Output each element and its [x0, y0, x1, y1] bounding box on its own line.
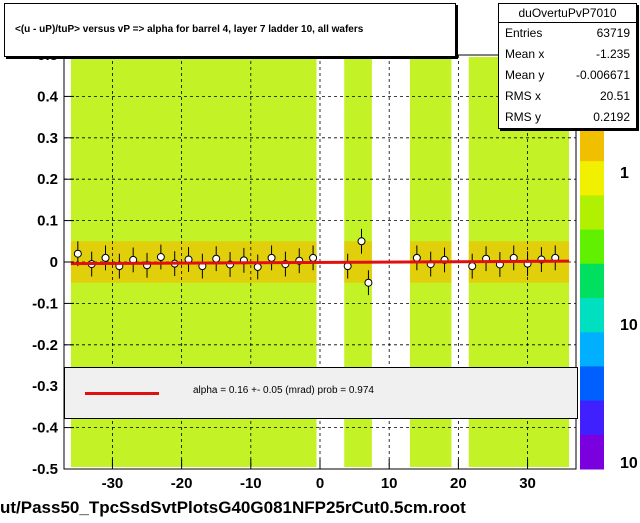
- x-tick-label: -10: [240, 475, 262, 492]
- color-bar-segment: [580, 298, 604, 333]
- y-tick-label: -0.1: [32, 295, 58, 312]
- x-tick-label: 10: [381, 475, 398, 492]
- y-tick-label: -0.2: [32, 337, 58, 354]
- profile-point: [357, 237, 366, 246]
- color-bar-segment: [580, 127, 604, 162]
- profile-point: [267, 253, 276, 262]
- color-bar-segment: [580, 195, 604, 231]
- profile-point: [364, 278, 373, 287]
- stats-row: Mean x -1.235: [505, 47, 630, 61]
- x-axis-ticks: -30 -20 -10 0 10 20 30: [102, 459, 536, 492]
- y-tick-label: -0.3: [32, 378, 58, 395]
- y-tick-label: 0.1: [37, 213, 58, 230]
- x-tick-label: 30: [519, 475, 536, 492]
- stats-name: duOvertuPvP7010: [499, 4, 636, 23]
- color-bar-segment: [580, 161, 604, 196]
- color-bar-label: 10: [620, 455, 638, 472]
- color-bar-segment: [580, 434, 604, 470]
- profile-point: [212, 254, 221, 263]
- color-bar-segment: [580, 229, 604, 265]
- color-bar-segment: [580, 263, 604, 299]
- fit-result-text: alpha = 0.16 +- 0.05 (mrad) prob = 0.974: [193, 385, 374, 396]
- y-axis-ticks: -0.5-0.4-0.3-0.2-0.100.10.20.30.40.5: [32, 47, 74, 478]
- y-tick-label: 0.3: [37, 130, 58, 147]
- y-tick-label: 0.4: [37, 88, 59, 105]
- color-bar-label: 1: [620, 165, 629, 182]
- stats-row: RMS x 20.51: [505, 89, 630, 103]
- profile-point: [309, 253, 318, 262]
- fit-line: [70, 259, 570, 266]
- profile-point: [73, 249, 82, 258]
- stats-row: RMS y 0.2192: [505, 110, 630, 124]
- profile-point: [156, 253, 165, 262]
- y-tick-label: 0.2: [37, 171, 58, 188]
- x-tick-label: 20: [450, 475, 467, 492]
- color-scale-bar: 1 10 10: [580, 127, 638, 472]
- stats-row: Entries 63719: [505, 26, 630, 40]
- y-tick-label: -0.5: [32, 461, 58, 478]
- title-box: <(u - uP)/tuP> versus vP => alpha for ba…: [4, 3, 456, 57]
- stats-box: duOvertuPvP7010 Entries 63719 Mean x -1.23…: [498, 3, 637, 129]
- plot-title: <(u - uP)/tuP> versus vP => alpha for ba…: [15, 24, 364, 35]
- file-name: ut/Pass50_TpcSsdSvtPlotsG40G081NFP25rCut…: [0, 498, 466, 517]
- y-tick-label: 0: [50, 254, 58, 271]
- x-tick-label: -30: [102, 475, 124, 492]
- fit-legend-line: [85, 392, 159, 395]
- color-bar-label: 10: [620, 317, 638, 334]
- color-bar-segment: [580, 400, 604, 436]
- profile-point: [412, 253, 421, 262]
- x-tick-label: -20: [171, 475, 193, 492]
- profile-point: [101, 253, 110, 262]
- x-tick-label: 0: [316, 475, 324, 492]
- color-bar-segment: [580, 332, 604, 367]
- fit-legend: alpha = 0.16 +- 0.05 (mrad) prob = 0.974: [64, 367, 578, 419]
- y-tick-label: -0.4: [32, 420, 59, 437]
- color-bar-segment: [580, 366, 604, 402]
- profile-point: [468, 262, 477, 271]
- profile-point: [253, 262, 262, 271]
- stats-row: Mean y -0.006671: [505, 68, 630, 82]
